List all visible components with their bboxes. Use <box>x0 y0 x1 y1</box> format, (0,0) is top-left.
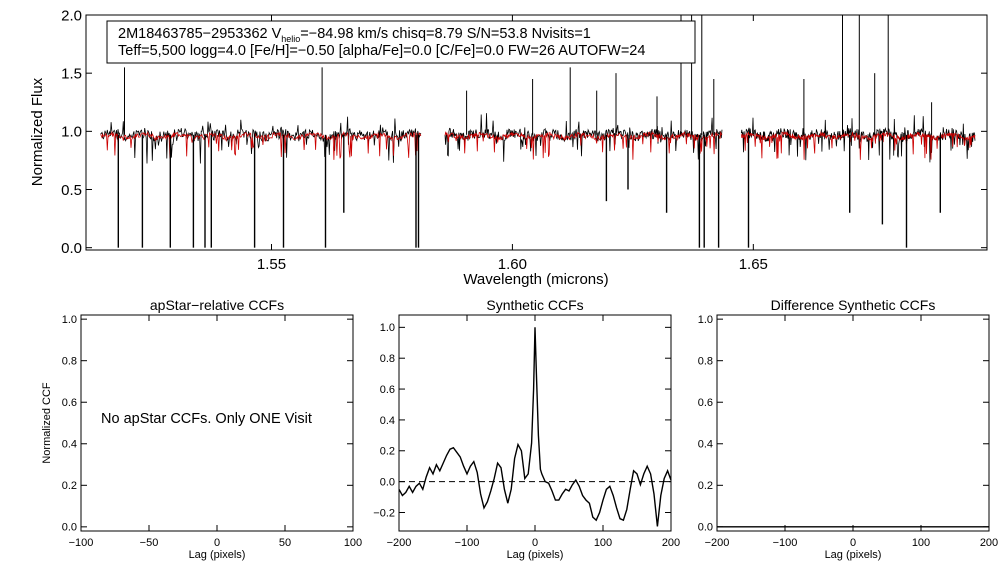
spectrum-y-tick-label: 0.5 <box>61 182 82 199</box>
synthetic-y-ticks: −0.2 0.0 0.2 0.4 0.6 0.8 1.0 <box>373 322 671 519</box>
observed-spectrum-chip-2 <box>444 113 723 162</box>
spectrum-y-ticks: 0.0 0.5 1.0 1.5 2.0 <box>61 7 987 257</box>
spectrum-x-label: Wavelength (microns) <box>463 271 608 288</box>
apstar-x-ticks: −100 −50 0 50 100 <box>69 315 362 549</box>
spectrum-y-label: Normalized Flux <box>29 77 46 186</box>
difference-title: Difference Synthetic CCFs <box>771 297 936 313</box>
synthetic-x-tick-label: −100 <box>455 537 480 549</box>
synthetic-x-tick-label: 200 <box>662 537 680 549</box>
synthetic-y-tick-label: −0.2 <box>373 507 395 519</box>
spectrum-frame <box>85 14 988 251</box>
difference-x-tick-label: 0 <box>850 537 856 549</box>
difference-y-tick-label: 0.0 <box>698 522 713 534</box>
synthetic-x-ticks: −200 −100 0 100 200 <box>387 315 680 549</box>
synthetic-x-label: Lag (pixels) <box>507 549 564 561</box>
apstar-x-tick-label: −50 <box>140 537 159 549</box>
legend-line-2: Teff=5,500 logg=4.0 [Fe/H]=−0.50 [alpha/… <box>118 43 645 59</box>
synthetic-x-tick-label: −200 <box>387 537 412 549</box>
apstar-y-ticks: 0.0 0.2 0.4 0.6 0.8 1.0 <box>62 314 353 534</box>
model-spectrum-chip-2 <box>444 130 723 160</box>
difference-x-label: Lag (pixels) <box>825 549 882 561</box>
spectrum-y-tick-label: 1.5 <box>61 65 82 82</box>
apstar-y-tick-label: 0.0 <box>62 522 77 534</box>
apstar-y-tick-label: 0.2 <box>62 480 77 492</box>
synthetic-x-tick-label: 0 <box>532 537 538 549</box>
apstar-x-label: Lag (pixels) <box>189 549 246 561</box>
difference-panel: −200 −100 0 100 200 0.0 0.2 0.4 0.6 0.8 1.0 Diffe… <box>698 297 998 561</box>
apstar-y-tick-label: 0.4 <box>62 439 77 451</box>
difference-x-tick-label: 200 <box>980 537 998 549</box>
apstar-annotation: No apStar CCFs. Only ONE Visit <box>101 411 312 427</box>
synthetic-y-tick-label: 0.8 <box>380 353 395 365</box>
difference-y-tick-label: 0.2 <box>698 480 713 492</box>
difference-y-tick-label: 0.6 <box>698 397 713 409</box>
apstar-y-tick-label: 0.8 <box>62 356 77 368</box>
synthetic-y-tick-label: 0.2 <box>380 446 395 458</box>
spectrum-y-tick-label: 2.0 <box>61 7 82 24</box>
synthetic-y-tick-label: 1.0 <box>380 322 395 334</box>
synthetic-y-tick-label: 0.0 <box>380 476 395 488</box>
legend-line-1-rest: =−84.98 km/s chisq=8.79 S/N=53.8 Nvisits… <box>300 26 591 42</box>
difference-x-tick-label: −200 <box>705 537 730 549</box>
synthetic-y-tick-label: 0.4 <box>380 415 395 427</box>
synthetic-ccf-line <box>398 327 672 527</box>
apstar-panel: −100 −50 0 50 100 0.0 0.2 0.4 0.6 0.8 1.0 apStar−… <box>41 297 362 561</box>
apstar-title: apStar−relative CCFs <box>150 297 284 313</box>
synthetic-title: Synthetic CCFs <box>486 297 583 313</box>
apstar-y-tick-label: 0.6 <box>62 397 77 409</box>
spectrum-y-tick-label: 1.0 <box>61 124 82 141</box>
difference-x-ticks: −200 −100 0 100 200 <box>705 315 998 549</box>
model-spectrum-chip-3 <box>740 130 976 160</box>
synthetic-y-tick-label: 0.6 <box>380 384 395 396</box>
spectrum-x-tick-label: 1.55 <box>257 256 286 273</box>
spectrum-legend: 2M18463785−2953362 Vhelio=−84.98 km/s ch… <box>106 20 696 64</box>
spectrum-legend-box <box>106 20 696 64</box>
synthetic-panel: −200 −100 0 100 200 −0.2 0.0 0.2 0.4 0.6 0.8 1.0 S… <box>373 297 680 561</box>
difference-y-tick-label: 0.8 <box>698 356 713 368</box>
difference-frame <box>716 314 990 532</box>
model-spectrum-chip-1 <box>100 130 422 160</box>
legend-line-1-main: 2M18463785−2953362 V <box>118 26 282 42</box>
apstar-x-tick-label: 50 <box>279 537 291 549</box>
spectrum-panel: 1.55 1.60 1.65 0.0 0.5 1.0 1.5 2.0 Wavelength … <box>29 7 988 288</box>
legend-line-1-subscript: helio <box>281 34 300 44</box>
apstar-y-tick-label: 1.0 <box>62 314 77 326</box>
apstar-x-tick-label: 100 <box>344 537 362 549</box>
observed-spectrum-chip-3 <box>740 115 976 163</box>
apstar-x-tick-label: −100 <box>69 537 94 549</box>
difference-y-ticks: 0.0 0.2 0.4 0.6 0.8 1.0 <box>698 314 989 534</box>
spectrum-x-ticks: 1.55 1.60 1.65 <box>257 15 768 273</box>
apstar-y-label: Normalized CCF <box>41 382 53 464</box>
spectrum-x-tick-label: 1.65 <box>739 256 768 273</box>
difference-y-tick-label: 1.0 <box>698 314 713 326</box>
difference-x-tick-label: 100 <box>912 537 930 549</box>
observed-spectrum-chip-1 <box>100 116 422 164</box>
difference-y-tick-label: 0.4 <box>698 439 713 451</box>
difference-x-tick-label: −100 <box>773 537 798 549</box>
spectrum-x-tick-label: 1.60 <box>498 256 527 273</box>
spectrum-y-tick-label: 0.0 <box>61 240 82 257</box>
legend-line-2-main: Teff=5,500 logg=4.0 [Fe/H]=−0.50 [alpha/… <box>118 43 645 59</box>
legend-line-1: 2M18463785−2953362 Vhelio=−84.98 km/s ch… <box>118 26 591 44</box>
synthetic-x-tick-label: 100 <box>594 537 612 549</box>
apstar-x-tick-label: 0 <box>214 537 220 549</box>
